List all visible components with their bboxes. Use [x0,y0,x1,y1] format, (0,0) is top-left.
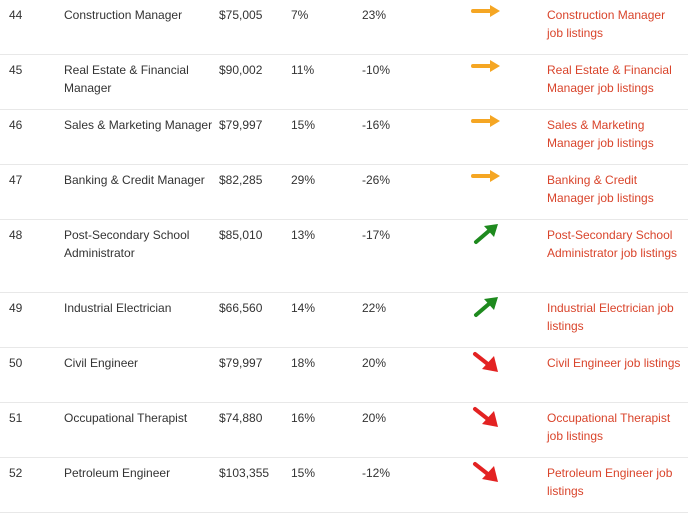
job-title-cell: Civil Engineer [64,356,139,370]
table-row: 47 Banking & Credit Manager $82,285 29% … [0,165,688,220]
change-cell: 20% [362,411,387,425]
rank-cell: 49 [9,301,23,315]
change-cell: 23% [362,8,387,22]
growth-cell: 11% [291,63,315,77]
job-title-cell: Sales & Marketing Manager [64,118,213,132]
rank-cell: 52 [9,466,23,480]
change-cell: -10% [362,63,391,77]
salary-cell: $82,285 [219,173,263,187]
table-row: 49 Industrial Electrician $66,560 14% 22… [0,293,688,348]
arrow-up-right-icon [470,222,504,246]
arrow-right-icon [470,2,504,26]
salary-cell: $74,880 [219,411,263,425]
table-row: 51 Occupational Therapist $74,880 16% 20… [0,403,688,458]
salary-cell: $103,355 [219,466,270,480]
change-cell: 20% [362,356,387,370]
table-row: 52 Petroleum Engineer $103,355 15% -12% … [0,458,688,513]
salary-cell: $85,010 [219,228,263,242]
job-title-cell: Industrial Electrician [64,301,172,315]
table-row: 48 Post-Secondary School Administrator $… [0,220,688,293]
growth-cell: 13% [291,228,316,242]
arrow-right-icon [470,57,504,81]
rank-cell: 46 [9,118,23,132]
salary-cell: $90,002 [219,63,263,77]
job-title-cell: Real Estate & Financial Manager [64,63,189,95]
rank-cell: 51 [9,411,23,425]
arrow-up-right-icon [470,295,504,319]
salary-cell: $75,005 [219,8,263,22]
job-listings-link[interactable]: Petroleum Engineer job listings [547,466,673,498]
table-row: 50 Civil Engineer $79,997 18% 20% Civil … [0,348,688,403]
table-row: 45 Real Estate & Financial Manager $90,0… [0,55,688,110]
growth-cell: 7% [291,8,309,22]
table-row: 44 Construction Manager $75,005 7% 23% C… [0,0,688,55]
job-title-cell: Occupational Therapist [64,411,188,425]
rank-cell: 44 [9,8,23,22]
rank-cell: 50 [9,356,23,370]
arrow-down-right-icon [470,350,504,374]
job-listings-link[interactable]: Banking & Credit Manager job listings [547,173,654,205]
arrow-right-icon [470,167,504,191]
job-listings-link[interactable]: Real Estate & Financial Manager job list… [547,63,672,95]
arrow-down-right-icon [470,460,504,484]
salary-cell: $79,997 [219,356,263,370]
change-cell: 22% [362,301,387,315]
salary-cell: $79,997 [219,118,263,132]
rank-cell: 48 [9,228,23,242]
job-listings-link[interactable]: Post-Secondary School Administrator job … [547,228,678,260]
change-cell: -12% [362,466,391,480]
growth-cell: 29% [291,173,316,187]
salary-cell: $66,560 [219,301,263,315]
growth-cell: 18% [291,356,316,370]
job-title-cell: Banking & Credit Manager [64,173,205,187]
job-title-cell: Post-Secondary School Administrator [64,228,190,260]
table-row: 46 Sales & Marketing Manager $79,997 15%… [0,110,688,165]
growth-cell: 15% [291,118,316,132]
job-listings-link[interactable]: Civil Engineer job listings [547,356,681,370]
job-listings-link[interactable]: Industrial Electrician job listings [547,301,674,333]
arrow-down-right-icon [470,405,504,429]
job-listings-link[interactable]: Occupational Therapist job listings [547,411,671,443]
growth-cell: 15% [291,466,316,480]
change-cell: -16% [362,118,391,132]
rank-cell: 45 [9,63,23,77]
rank-cell: 47 [9,173,23,187]
change-cell: -26% [362,173,391,187]
job-listings-link[interactable]: Construction Manager job listings [547,8,666,40]
growth-cell: 14% [291,301,316,315]
arrow-right-icon [470,112,504,136]
growth-cell: 16% [291,411,316,425]
job-title-cell: Petroleum Engineer [64,466,171,480]
job-listings-link[interactable]: Sales & Marketing Manager job listings [547,118,654,150]
job-title-cell: Construction Manager [64,8,183,22]
change-cell: -17% [362,228,391,242]
